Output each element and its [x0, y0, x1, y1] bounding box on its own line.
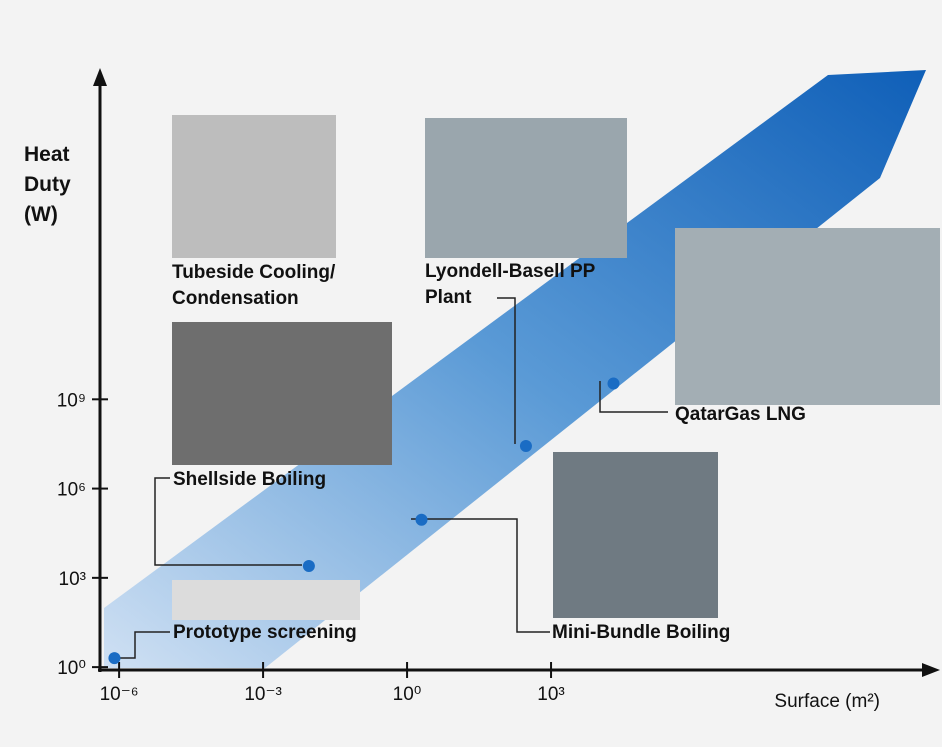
data-point [108, 652, 120, 664]
data-point [607, 377, 619, 389]
y-tick-label: 10³ [59, 569, 86, 590]
point-label: QatarGas LNG [675, 402, 895, 428]
data-point [520, 440, 532, 452]
x-axis-label: Surface (m²) [774, 691, 880, 712]
photo-minibundle [553, 452, 718, 618]
point-label: Prototype screening [173, 620, 433, 646]
photo-prototype [172, 580, 360, 620]
x-tick-label: 10⁻⁶ [100, 684, 139, 705]
y-tick-label: 10⁶ [57, 480, 86, 501]
page: Surface (m²) 10⁻⁶10⁻³10⁰10³10⁰10³10⁶10⁹ … [0, 0, 942, 747]
point-label: Mini-Bundle Boiling [552, 620, 812, 646]
y-tick-label: 10⁰ [57, 658, 86, 679]
annotation: Tubeside Cooling/ Condensation [172, 260, 362, 312]
y-axis-label: Heat Duty (W) [24, 140, 94, 230]
data-point [303, 560, 315, 572]
data-point [416, 514, 428, 526]
photo-lyondell [425, 118, 627, 258]
point-label: Lyondell-Basell PP Plant [425, 259, 635, 311]
x-tick-label: 10⁻³ [244, 684, 282, 705]
y-arrow [93, 68, 107, 86]
photo-qatargas [675, 228, 940, 405]
photo-shellside [172, 322, 392, 465]
y-tick-label: 10⁹ [57, 390, 86, 411]
point-label: Shellside Boiling [173, 467, 413, 493]
x-tick-label: 10³ [537, 684, 564, 705]
photo-tubeside [172, 115, 336, 258]
x-tick-label: 10⁰ [393, 684, 422, 705]
x-arrow [922, 663, 940, 677]
